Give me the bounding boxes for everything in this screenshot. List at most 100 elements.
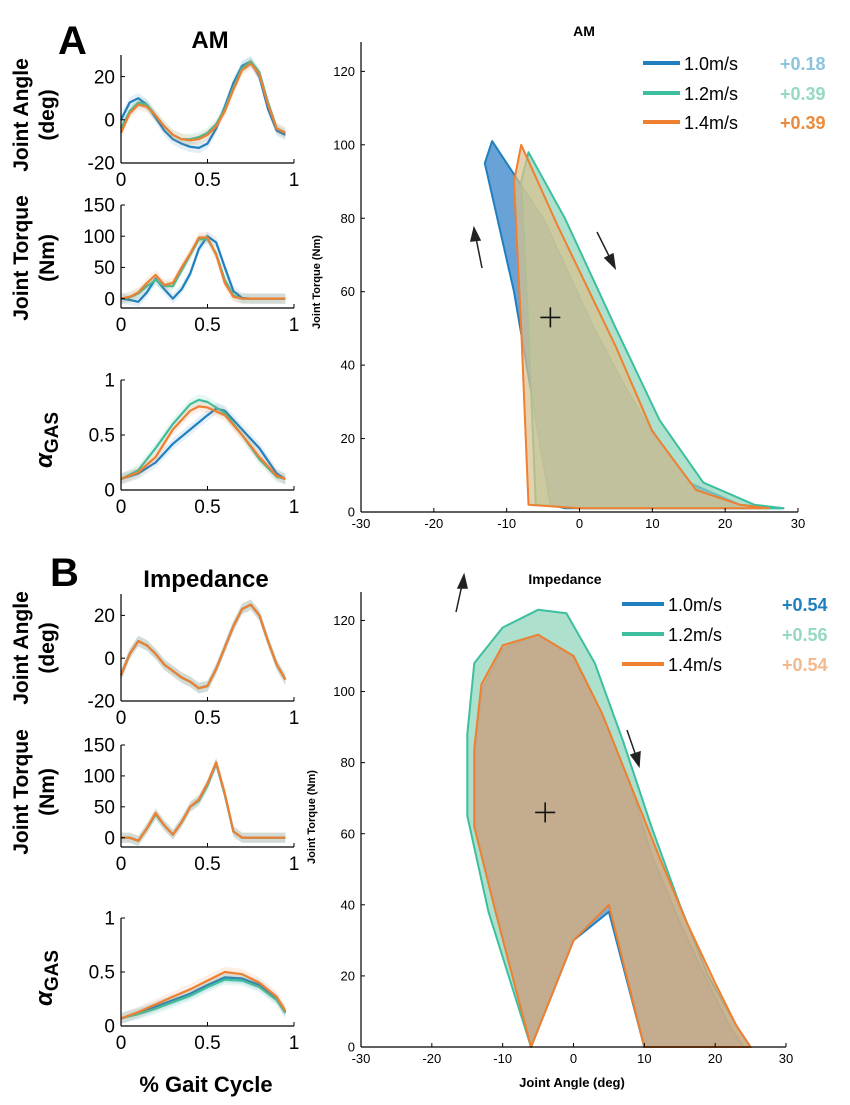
x-tick-label: -20 xyxy=(424,516,443,531)
panel-b-title: Impedance xyxy=(143,566,268,593)
y-tick-label: 20 xyxy=(341,968,355,983)
series-line-1 xyxy=(120,976,287,1020)
series-line-3 xyxy=(120,236,286,300)
panel-b-loop-ylabel: Joint Torque (Nm) xyxy=(306,770,318,864)
series-line-1 xyxy=(120,407,286,481)
y-tick-label: 0 xyxy=(104,110,115,131)
series-band-3 xyxy=(121,232,286,304)
series-line-2 xyxy=(120,978,287,1020)
x-tick-label: 10 xyxy=(637,1051,651,1066)
chart-a-torque: 0 50 100 150 0 0.5 1 xyxy=(83,196,299,336)
a-torque-ylabel-line1: Joint Torque xyxy=(10,195,33,321)
arrows-a xyxy=(470,225,617,271)
y-tick-label: 50 xyxy=(94,258,115,279)
y-tick-label: 80 xyxy=(341,211,355,226)
series-line-3 xyxy=(120,405,286,481)
legend-a-label-2: 1.2m/s xyxy=(684,84,738,104)
arrow-up-icon xyxy=(455,572,468,613)
a-angle-ylabel: Joint Angle (deg) xyxy=(10,58,59,172)
panel-a-title: AM xyxy=(191,27,228,54)
x-tick-label: 1 xyxy=(289,170,300,191)
panel-b-loop-xlabel: Joint Angle (deg) xyxy=(519,1075,625,1090)
legend-b-entry-3: 1.4m/s +0.54 xyxy=(622,655,828,675)
y-tick-label: 120 xyxy=(333,613,355,628)
x-tick-label: 30 xyxy=(791,516,805,531)
x-tick-label: 0 xyxy=(576,516,583,531)
legend-a-value-3: +0.39 xyxy=(780,113,826,133)
legend-a: 1.0m/s +0.18 1.2m/s +0.39 1.4m/s +0.39 xyxy=(643,54,826,133)
x-tick-label: -20 xyxy=(422,1051,441,1066)
legend-a-label-3: 1.4m/s xyxy=(684,113,738,133)
series-band-3 xyxy=(121,599,286,694)
series-band-3 xyxy=(121,400,286,485)
x-tick-label: 10 xyxy=(645,516,659,531)
series-band-3 xyxy=(121,58,286,146)
y-tick-label: -20 xyxy=(88,154,115,175)
chart-a-loop: 0 20 40 60 80 100 120 -30 -20 -10 0 10 20 30 xyxy=(333,42,805,531)
b-alpha-ylabel: αGAS xyxy=(31,950,63,1006)
a-torque-ylabel-line2: (Nm) xyxy=(36,234,59,282)
arrow-up-icon xyxy=(470,225,483,269)
panel-b-letter: B xyxy=(50,551,79,595)
x-tick-label: 1 xyxy=(289,708,300,729)
y-tick-label: 50 xyxy=(94,797,115,818)
panel-a-loop-title: AM xyxy=(573,23,595,39)
y-tick-label: 0 xyxy=(104,1017,115,1038)
x-tick-label: -30 xyxy=(352,1051,371,1066)
chart-b-torque: 0 50 100 150 0 0.5 1 xyxy=(83,736,299,875)
y-tick-label: 150 xyxy=(83,736,115,757)
series-band-3 xyxy=(121,757,286,846)
x-tick-label: 0.5 xyxy=(194,854,220,875)
legend-a-value-2: +0.39 xyxy=(780,84,826,104)
x-tick-label: 0.5 xyxy=(194,315,220,336)
a-alpha-symbol: α xyxy=(31,452,58,468)
y-tick-label: 0 xyxy=(348,505,355,520)
b-torque-ylabel-line2: (Nm) xyxy=(36,768,59,816)
series-band-2 xyxy=(121,974,286,1024)
loop-area-3 xyxy=(473,633,752,1048)
x-tick-label: 20 xyxy=(708,1051,722,1066)
legend-a-entry-3: 1.4m/s +0.39 xyxy=(643,113,826,133)
x-tick-label: 0.5 xyxy=(194,1033,220,1054)
series-line-2 xyxy=(120,60,286,141)
x-tick-label: 1 xyxy=(289,1033,300,1054)
a-alpha-ylabel-text: αGAS xyxy=(31,412,63,468)
y-tick-label: 20 xyxy=(341,431,355,446)
y-tick-label: 100 xyxy=(333,137,355,152)
x-tick-label: 1 xyxy=(289,497,300,518)
legend-a-value-1: +0.18 xyxy=(780,54,826,74)
loop-area-3 xyxy=(513,143,770,510)
arrows-b xyxy=(455,572,641,769)
b-torque-ylabel: Joint Torque (Nm) xyxy=(10,729,59,855)
y-tick-label: 0.5 xyxy=(89,963,115,984)
legend-b-value-3: +0.54 xyxy=(782,655,828,675)
y-tick-label: 60 xyxy=(341,284,355,299)
b-angle-ylabel-line2: (deg) xyxy=(36,622,59,673)
x-tick-label: 0 xyxy=(116,315,127,336)
y-tick-label: 60 xyxy=(341,826,355,841)
b-angle-ylabel: Joint Angle (deg) xyxy=(10,591,59,705)
chart-a-alpha: 0 0.5 1 0 0.5 1 xyxy=(89,371,300,518)
x-tick-label: 0.5 xyxy=(194,497,220,518)
series-line-3 xyxy=(119,62,286,142)
y-tick-label: 1 xyxy=(104,371,115,392)
legend-b-label-1: 1.0m/s xyxy=(668,595,722,615)
a-alpha-sub: GAS xyxy=(42,412,63,453)
y-tick-label: 0 xyxy=(104,289,115,310)
x-tick-label: 0 xyxy=(116,854,127,875)
y-tick-label: 20 xyxy=(94,67,115,88)
series-line-2 xyxy=(120,398,286,481)
x-tick-label: 0 xyxy=(116,170,127,191)
y-tick-label: 80 xyxy=(341,755,355,770)
legend-b-entry-2: 1.2m/s +0.56 xyxy=(622,625,828,645)
legend-b: 1.0m/s +0.54 1.2m/s +0.56 1.4m/s +0.54 xyxy=(622,595,828,675)
y-tick-label: 0 xyxy=(348,1040,355,1055)
x-tick-label: -10 xyxy=(493,1051,512,1066)
x-tick-label: 1 xyxy=(289,854,300,875)
x-tick-label: 30 xyxy=(779,1051,793,1066)
arrow-down-icon xyxy=(596,231,617,271)
series-band-1 xyxy=(121,403,286,485)
